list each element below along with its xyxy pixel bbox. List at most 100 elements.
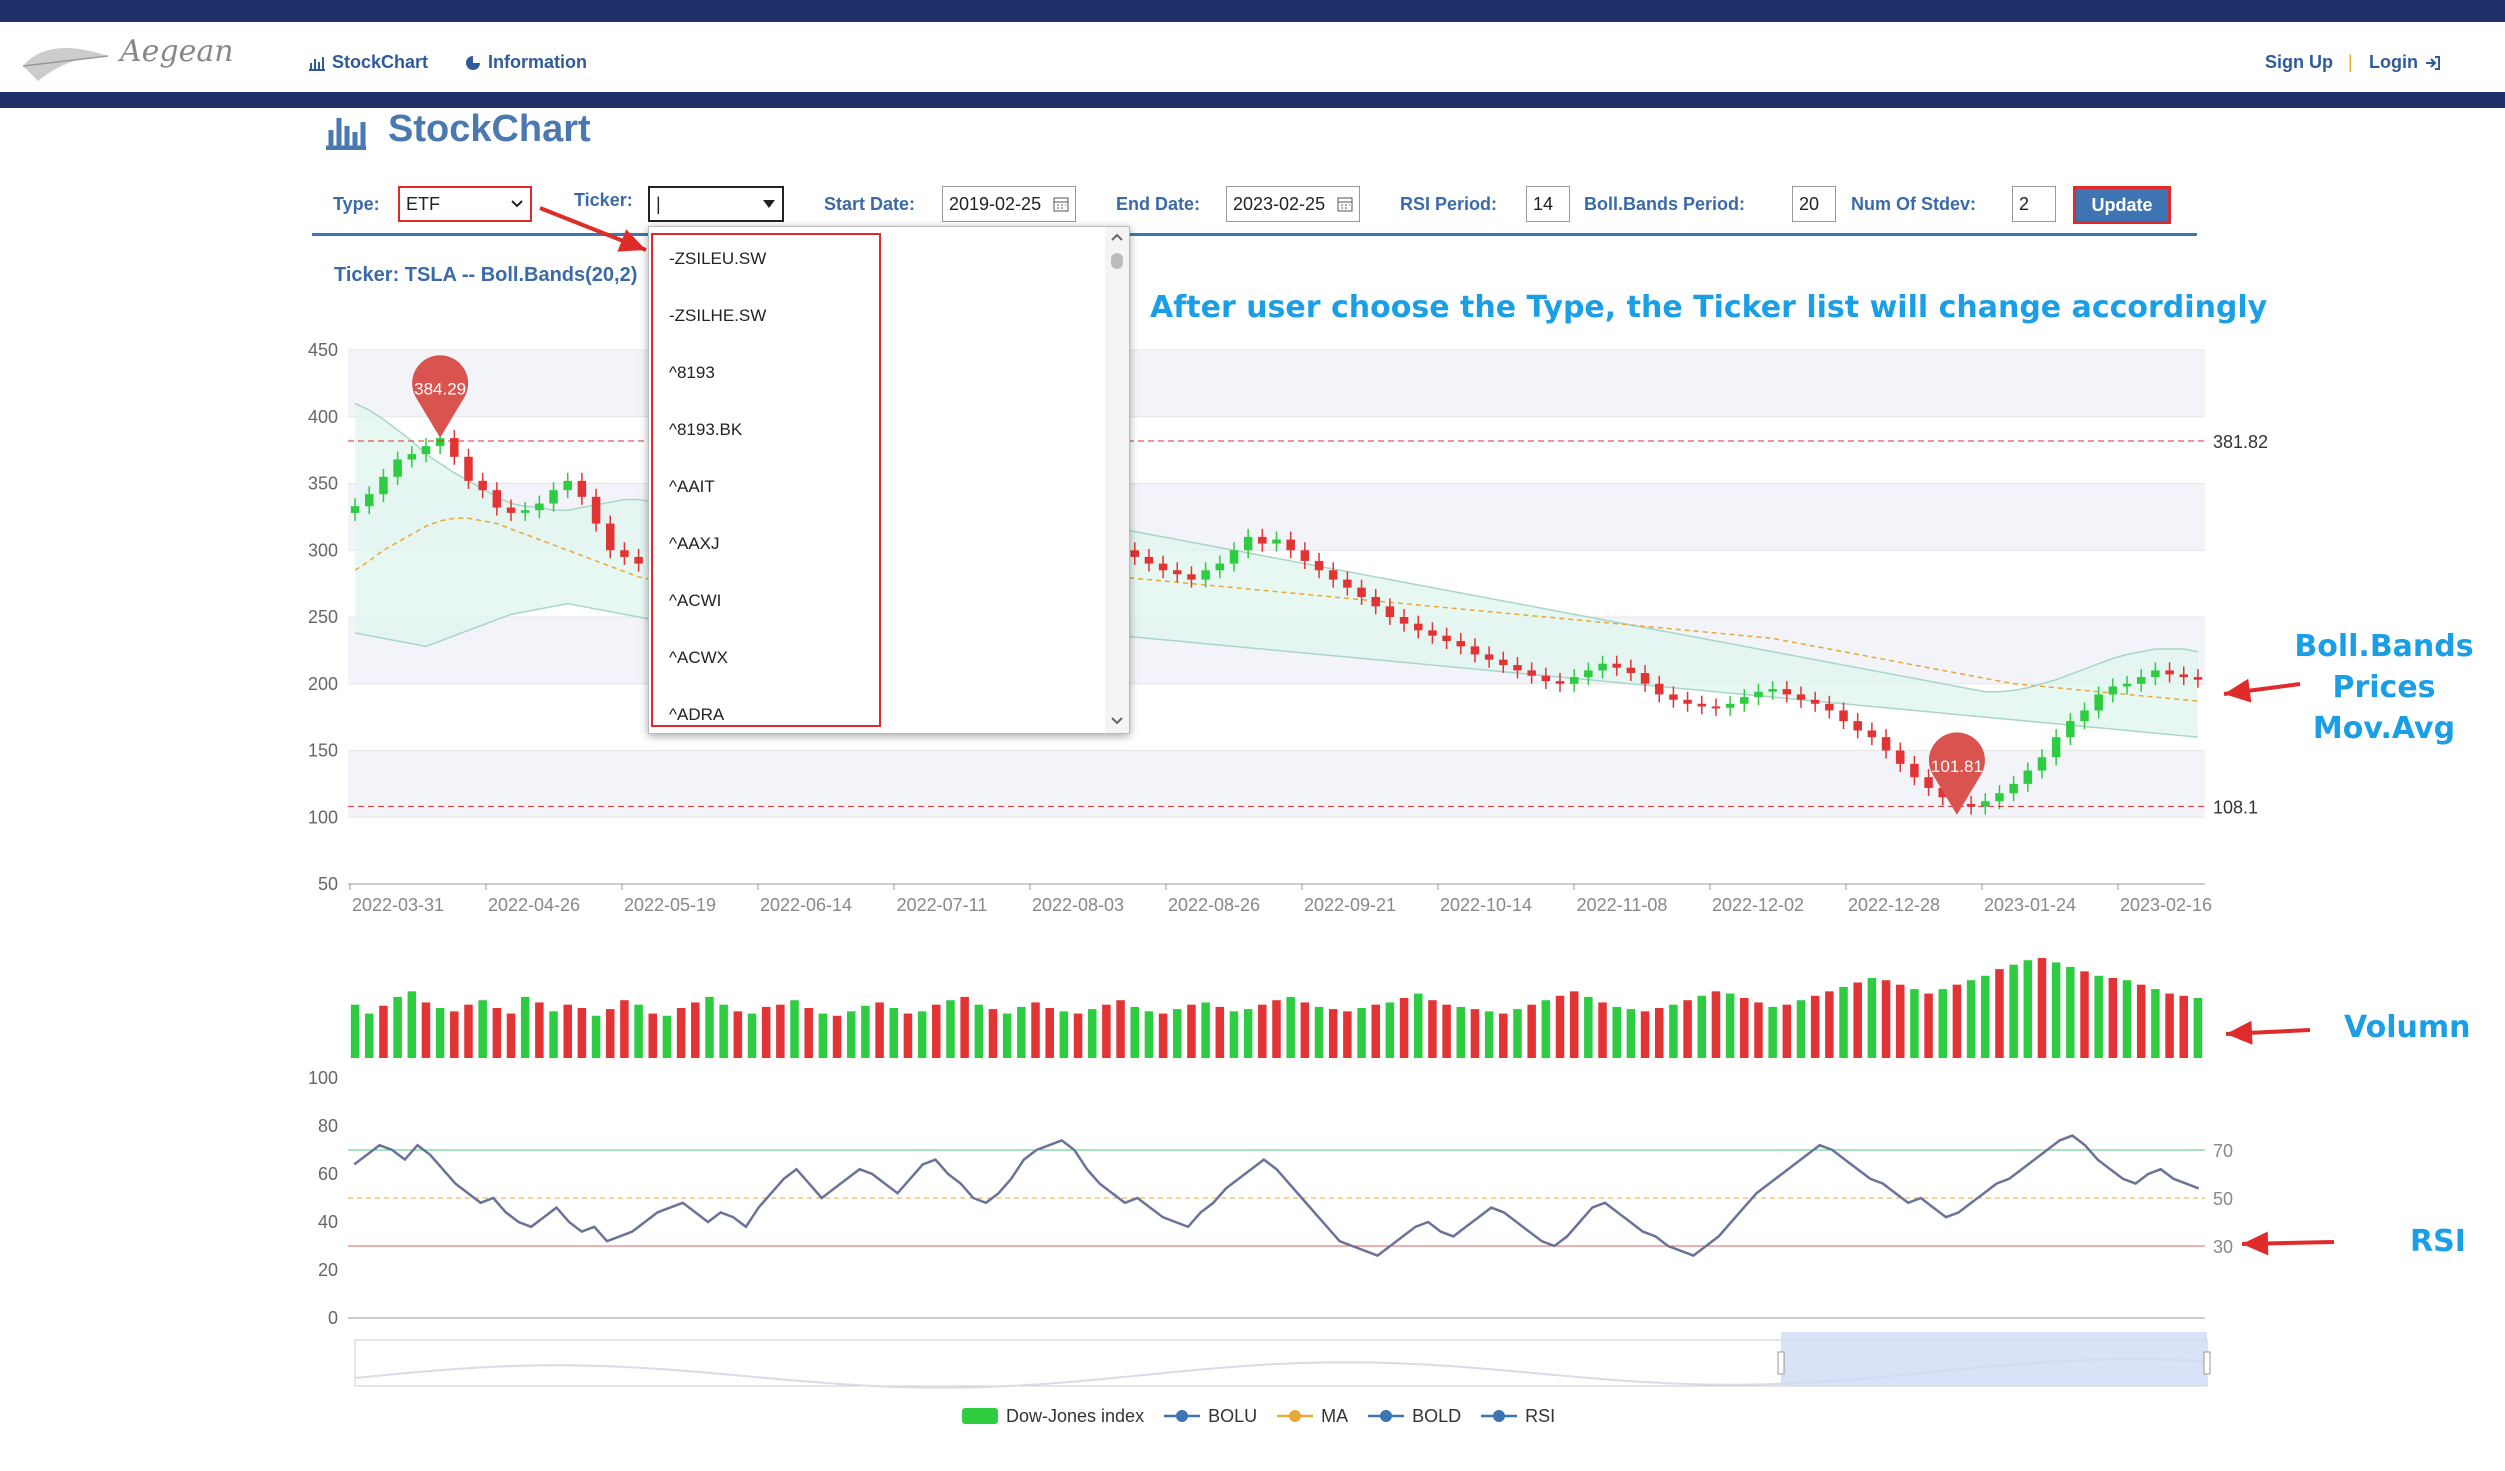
end-date-value: 2023-02-25	[1233, 193, 1326, 214]
y-tick-label: 350	[308, 474, 338, 494]
candle-body	[1598, 663, 1607, 671]
candle-body	[1130, 550, 1139, 557]
scroll-down-icon[interactable]	[1105, 711, 1129, 731]
grid-band	[348, 750, 2205, 818]
volume-bar	[1924, 993, 1933, 1058]
ticker-option[interactable]: ^AAIT	[669, 477, 715, 496]
candle-body	[2080, 710, 2089, 722]
candle-body	[2009, 783, 2018, 794]
volume-bar	[1555, 995, 1565, 1058]
volume-bar	[1966, 980, 1976, 1058]
volume-bar	[1286, 996, 1295, 1058]
scroll-thumb[interactable]	[1111, 253, 1123, 269]
volume-bar	[648, 1013, 658, 1058]
x-tick-label: 2023-01-24	[1984, 895, 2076, 915]
start-date-value: 2019-02-25	[949, 193, 1042, 214]
volume-bar	[719, 1004, 728, 1058]
candle-body	[1669, 694, 1678, 700]
rsi-period-input[interactable]: 14	[1526, 186, 1570, 222]
sign-up-label: Sign Up	[2265, 52, 2333, 72]
volume-bar	[1825, 991, 1834, 1058]
sign-up-link[interactable]: Sign Up	[2265, 52, 2333, 73]
num-stdev-input[interactable]: 2	[2012, 186, 2056, 222]
login-link[interactable]: Login	[2369, 52, 2440, 73]
scroll-up-icon[interactable]	[1105, 227, 1129, 247]
ticker-option[interactable]: -ZSILEU.SW	[669, 249, 767, 268]
candle-body	[1966, 803, 1976, 807]
legend-item[interactable]: MA	[1275, 1406, 1348, 1427]
y-tick-label: 100	[308, 807, 338, 827]
boll-period-label: Boll.Bands Period:	[1584, 194, 1746, 214]
legend-label: BOLD	[1412, 1405, 1462, 1426]
volume-bar	[733, 1011, 743, 1058]
candle-body	[1513, 665, 1522, 671]
nav-information[interactable]: Information	[464, 52, 587, 73]
boll-period-value: 20	[1799, 193, 1820, 214]
volume-bar	[2151, 989, 2160, 1058]
candle-body	[1484, 654, 1494, 660]
candle-body	[1782, 689, 1792, 695]
candle-body	[1144, 556, 1154, 564]
candle-body	[1470, 646, 1480, 655]
volume-bar	[1569, 991, 1579, 1058]
volume-bar	[1513, 1009, 1522, 1058]
volume-bar	[1258, 1004, 1267, 1058]
volume-bar	[393, 996, 402, 1058]
volume-bar	[2179, 995, 2188, 1058]
start-date-input[interactable]: 2019-02-25	[942, 186, 1076, 222]
ticker-option[interactable]: ^8193	[669, 363, 715, 382]
dropdown-scrollbar[interactable]	[1105, 227, 1129, 733]
ticker-select[interactable]: |	[648, 186, 784, 222]
candle-body	[2193, 677, 2203, 680]
candle-body	[1385, 606, 1395, 617]
x-tick-label: 2022-06-14	[760, 895, 852, 915]
legend-item[interactable]: BOLU	[1162, 1406, 1257, 1427]
candle-body	[393, 459, 402, 477]
candle-body	[2165, 670, 2174, 675]
ticker-option[interactable]: ^ADRA	[669, 705, 725, 724]
logo[interactable]	[18, 26, 218, 86]
candle-body	[634, 556, 643, 564]
y-tick-label: 50	[318, 874, 338, 894]
x-tick-label: 2022-12-28	[1848, 895, 1940, 915]
candle-body	[1414, 623, 1423, 631]
volume-bar	[946, 1000, 955, 1058]
volume-bar	[818, 1013, 828, 1058]
ticker-dropdown[interactable]: -ZSILEU.SW -ZSILHE.SW ^8193 ^8193.BK ^AAIT ^A…	[648, 226, 1130, 734]
volume-bar	[1484, 1011, 1494, 1058]
x-tick-label: 2022-09-21	[1304, 895, 1396, 915]
volume-bar	[1938, 989, 1948, 1058]
x-tick-label: 2022-08-03	[1032, 895, 1124, 915]
volume-bar	[1683, 1000, 1692, 1058]
candle-body	[1654, 683, 1664, 695]
candle-body	[1428, 630, 1437, 636]
end-date-input[interactable]: 2023-02-25	[1226, 186, 1360, 222]
volume-bar	[1243, 1009, 1253, 1058]
price-marker-label: 108.1	[2213, 797, 2258, 817]
candle-body	[1569, 677, 1579, 684]
legend-item[interactable]: Dow-Jones index	[960, 1406, 1144, 1427]
volume-bar	[1173, 1009, 1182, 1058]
ticker-option[interactable]: ^ACWX	[669, 648, 728, 667]
candle-body	[1867, 730, 1877, 738]
candle-body	[1924, 777, 1933, 788]
ticker-option[interactable]: ^AAXJ	[669, 534, 720, 553]
candle-body	[506, 507, 516, 513]
ticker-option[interactable]: -ZSILHE.SW	[669, 306, 767, 325]
type-select[interactable]: ETF	[398, 186, 532, 222]
candle-body	[577, 480, 587, 497]
nav-stockchart[interactable]: StockChart	[308, 52, 428, 73]
legend-item[interactable]: RSI	[1479, 1406, 1555, 1427]
boll-period-input[interactable]: 20	[1792, 186, 1836, 222]
end-date-label: End Date:	[1116, 194, 1201, 214]
update-button[interactable]: Update	[2073, 186, 2171, 224]
value-pin	[412, 355, 469, 438]
candle-body	[478, 480, 487, 491]
ticker-option[interactable]: ^8193.BK	[669, 420, 743, 439]
legend-swatch	[1368, 1410, 1405, 1422]
ticker-option[interactable]: ^ACWI	[669, 591, 722, 610]
volume-bar	[1867, 978, 1877, 1058]
candle-body	[435, 438, 445, 447]
legend-item[interactable]: BOLD	[1366, 1406, 1461, 1427]
